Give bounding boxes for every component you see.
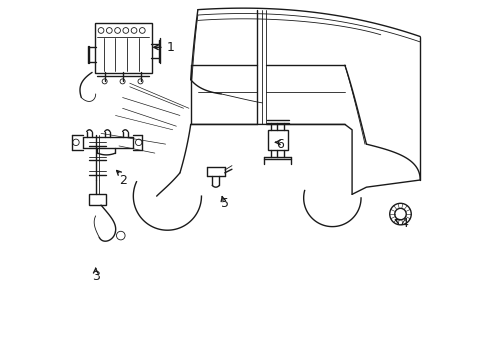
Circle shape [73, 139, 79, 145]
Circle shape [389, 203, 410, 225]
Circle shape [122, 28, 128, 33]
Circle shape [138, 79, 142, 84]
Text: 6: 6 [276, 138, 284, 150]
Text: 1: 1 [167, 41, 175, 54]
Text: 2: 2 [119, 174, 126, 186]
Bar [267, 130, 287, 149]
Circle shape [106, 28, 112, 33]
Circle shape [116, 231, 125, 240]
Circle shape [120, 79, 125, 84]
Circle shape [102, 79, 107, 84]
Circle shape [98, 28, 104, 33]
Circle shape [135, 139, 142, 145]
Circle shape [131, 28, 137, 33]
Circle shape [394, 208, 406, 220]
FancyBboxPatch shape [95, 23, 152, 73]
Text: 3: 3 [92, 270, 100, 283]
Circle shape [139, 28, 145, 33]
Circle shape [115, 28, 120, 33]
Bar [89, 194, 105, 205]
Text: 5: 5 [220, 197, 228, 210]
Text: 4: 4 [399, 216, 407, 230]
